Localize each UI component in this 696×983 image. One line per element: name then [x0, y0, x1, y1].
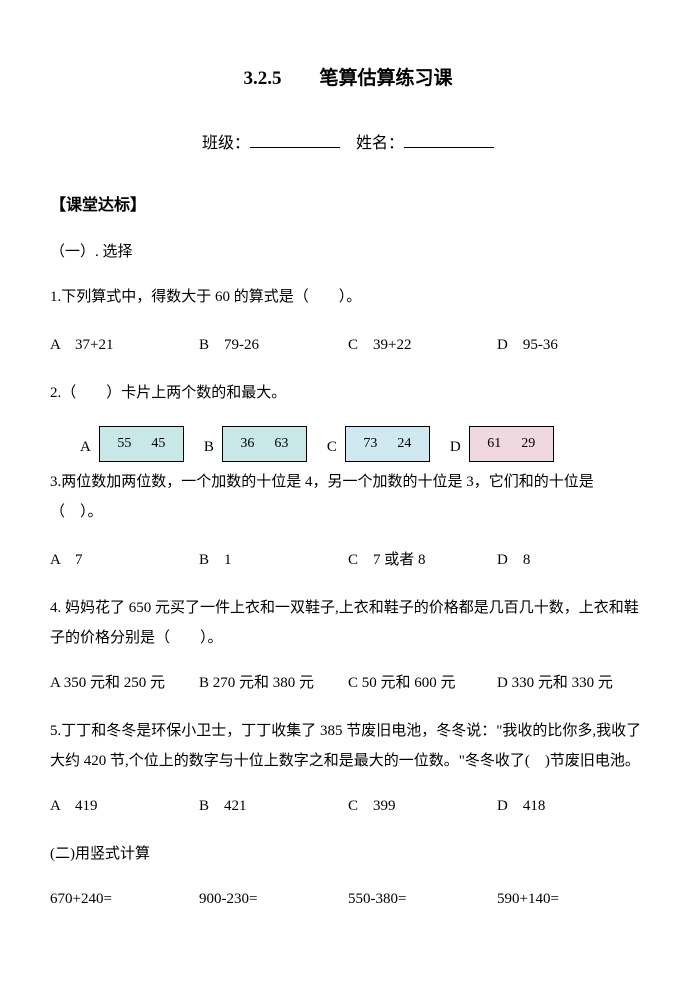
option-c: C 7 或者 8 [348, 545, 497, 575]
option-d: D 95-36 [497, 330, 646, 360]
question-1: 1.下列算式中，得数大于 60 的算式是（ ）。 [50, 282, 646, 312]
option-b: B 270 元和 380 元 [199, 668, 348, 698]
option-c: C 50 元和 600 元 [348, 668, 497, 698]
sub-section-2-title: (二)用竖式计算 [50, 839, 646, 869]
card-group-d: D 61 29 [450, 426, 554, 462]
question-3: 3.两位数加两位数，一个加数的十位是 4，另一个加数的十位是 3，它们和的十位是… [50, 467, 646, 527]
question-5: 5.丁丁和冬冬是环保小卫士，丁丁收集了 385 节废旧电池，冬冬说："我收的比你… [50, 716, 646, 776]
calc-c: 550-380= [348, 884, 497, 914]
sub-section-1-title: （一）. 选择 [50, 237, 646, 267]
card-c: 73 24 [345, 426, 430, 462]
card-group-a: A 55 45 [80, 426, 184, 462]
card-b-v2: 63 [274, 430, 288, 458]
card-c-v2: 24 [397, 430, 411, 458]
question-1-options: A 37+21 B 79-26 C 39+22 D 95-36 [50, 330, 646, 360]
question-4-options: A 350 元和 250 元 B 270 元和 380 元 C 50 元和 60… [50, 668, 646, 698]
student-info: 班级： 姓名： [50, 128, 646, 160]
option-c: C 399 [348, 791, 497, 821]
calc-b: 900-230= [199, 884, 348, 914]
question-5-options: A 419 B 421 C 399 D 418 [50, 791, 646, 821]
calc-d: 590+140= [497, 884, 646, 914]
card-a-v2: 45 [151, 430, 165, 458]
calc-a: 670+240= [50, 884, 199, 914]
card-label-c: C [327, 432, 337, 462]
option-d: D 418 [497, 791, 646, 821]
option-c: C 39+22 [348, 330, 497, 360]
card-d-v1: 61 [487, 430, 501, 458]
section-header: 【课堂达标】 [50, 190, 646, 222]
card-group-c: C 73 24 [327, 426, 430, 462]
card-b: 36 63 [222, 426, 307, 462]
page-title: 3.2.5 笔算估算练习课 [50, 60, 646, 98]
option-d: D 8 [497, 545, 646, 575]
class-blank[interactable] [250, 130, 340, 148]
card-label-d: D [450, 432, 461, 462]
card-label-b: B [204, 432, 214, 462]
question-3-options: A 7 B 1 C 7 或者 8 D 8 [50, 545, 646, 575]
name-label: 姓名： [356, 135, 404, 152]
card-a: 55 45 [99, 426, 184, 462]
question-4: 4. 妈妈花了 650 元买了一件上衣和一双鞋子,上衣和鞋子的价格都是几百几十数… [50, 593, 646, 653]
card-label-a: A [80, 432, 91, 462]
option-a: A 419 [50, 791, 199, 821]
option-b: B 1 [199, 545, 348, 575]
card-c-v1: 73 [363, 430, 377, 458]
option-a: A 7 [50, 545, 199, 575]
option-b: B 421 [199, 791, 348, 821]
card-b-v1: 36 [240, 430, 254, 458]
card-a-v1: 55 [117, 430, 131, 458]
option-a: A 37+21 [50, 330, 199, 360]
calc-row: 670+240= 900-230= 550-380= 590+140= [50, 884, 646, 914]
option-b: B 79-26 [199, 330, 348, 360]
option-a: A 350 元和 250 元 [50, 668, 199, 698]
name-blank[interactable] [404, 130, 494, 148]
question-2-cards: A 55 45 B 36 63 C 73 24 D 61 29 [50, 426, 646, 462]
card-d: 61 29 [469, 426, 554, 462]
question-2: 2.（ ）卡片上两个数的和最大。 [50, 378, 646, 408]
card-d-v2: 29 [521, 430, 535, 458]
option-d: D 330 元和 330 元 [497, 668, 646, 698]
card-group-b: B 36 63 [204, 426, 307, 462]
class-label: 班级： [202, 135, 250, 152]
